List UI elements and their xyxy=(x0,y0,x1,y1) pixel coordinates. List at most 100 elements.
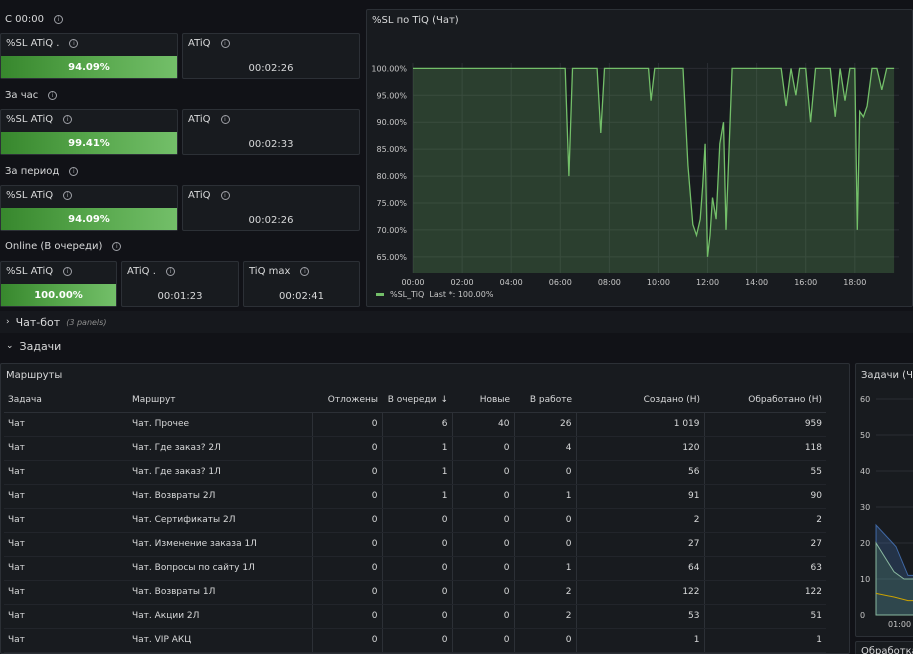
table-cell: 64 xyxy=(575,556,704,581)
column-header[interactable]: Создано (Н) xyxy=(576,388,704,413)
section-tasks[interactable]: ⌄ Задачи xyxy=(0,335,913,357)
table-row[interactable]: Чат Чат. Возвраты 2Л 0 1 0 1 91 90 xyxy=(4,484,826,509)
atiq-value: 00:02:33 xyxy=(248,139,294,150)
section-chatbot-title: Чат-бот xyxy=(15,315,61,329)
section-tasks-title: Задачи xyxy=(19,339,62,353)
x-tick-label: 08:00 xyxy=(598,278,621,287)
info-icon[interactable]: i xyxy=(63,191,73,200)
info-icon[interactable]: i xyxy=(48,91,58,100)
bottom-panel[interactable]: Обработка xyxy=(855,641,913,654)
info-icon[interactable]: i xyxy=(53,15,63,24)
table-cell: 0 xyxy=(451,604,514,629)
table-cell: 1 xyxy=(381,484,452,509)
sl-chart: 100.00% 95.00% 90.00% 85.00% 80.00% 75.00% 70.… xyxy=(371,63,899,287)
online-label-text: Online (В очереди) xyxy=(5,241,103,252)
online-sl-title: %SL ATiQ i xyxy=(6,266,73,277)
info-icon[interactable]: i xyxy=(220,191,230,200)
y-tick-label: 65.00% xyxy=(376,253,407,262)
table-cell: Чат. Где заказ? 2Л xyxy=(128,436,312,461)
table-row[interactable]: Чат Чат. Сертификаты 2Л 0 0 0 0 2 2 xyxy=(4,508,826,533)
section-chatbot[interactable]: › Чат-бот (3 panels) xyxy=(0,311,913,333)
column-header[interactable]: Маршрут xyxy=(128,388,312,413)
table-row[interactable]: Чат Чат. Где заказ? 2Л 0 1 0 4 120 118 xyxy=(4,436,826,461)
x-tick-label: 14:00 xyxy=(745,278,768,287)
online-sl-panel[interactable]: %SL ATiQ i 100.00% xyxy=(0,261,117,307)
table-cell: 1 xyxy=(513,556,576,581)
y-tick-label: 70.00% xyxy=(376,226,407,235)
table-row[interactable]: Чат Чат. Изменение заказа 1Л 0 0 0 0 27 27 xyxy=(4,532,826,557)
online-atiq-value: 00:01:23 xyxy=(157,291,203,302)
info-icon[interactable]: i xyxy=(112,242,122,251)
x-tick-label: 06:00 xyxy=(549,278,572,287)
tasks-chart-panel[interactable]: Задачи (Ча 60 50 40 30 20 10 0 01:00 xyxy=(855,363,913,637)
info-icon[interactable]: i xyxy=(63,115,73,124)
routes-table: Задача Маршрут Отложены В очереди ↓ Новые В ра… xyxy=(4,388,826,653)
sl-atiq-title: %SL ATiQ . i xyxy=(6,38,79,49)
group-label-text: С 00:00 xyxy=(5,14,44,25)
table-cell: Чат. Возвраты 2Л xyxy=(128,484,312,509)
atiq-value: 00:02:26 xyxy=(248,215,294,226)
info-icon[interactable]: i xyxy=(69,167,79,176)
routes-title: Маршруты xyxy=(6,370,63,381)
table-row[interactable]: Чат Чат. Вопросы по сайту 1Л 0 0 0 1 64 63 xyxy=(4,556,826,581)
table-cell: Чат. Прочее xyxy=(128,412,312,437)
table-row[interactable]: Чат Чат. Возвраты 1Л 0 0 0 2 122 122 xyxy=(4,580,826,605)
info-icon[interactable]: i xyxy=(300,267,310,276)
legend-last-value: Last *: 100.00% xyxy=(429,290,494,299)
online-label: Online (В очереди) i xyxy=(5,241,122,252)
online-tiq-panel[interactable]: TiQ max i 00:02:41 xyxy=(243,261,360,307)
sl-chart-panel[interactable]: %SL по TiQ (Чат) 100.00% 95.00% 90.00% 85.0… xyxy=(366,9,913,307)
column-header-text: В работе xyxy=(529,394,572,405)
table-cell: 4 xyxy=(513,436,576,461)
chevron-down-icon: ⌄ xyxy=(6,341,14,351)
series-line xyxy=(875,592,913,602)
column-header[interactable]: В работе xyxy=(514,388,576,413)
atiq-panel[interactable]: ATiQ i 00:02:26 xyxy=(182,33,360,79)
column-header[interactable]: Обработано (Н) xyxy=(704,388,826,413)
table-cell: 0 xyxy=(381,604,452,629)
column-header-text: Отложены xyxy=(327,394,378,405)
sl-atiq-panel[interactable]: %SL ATiQ . i 94.09% xyxy=(0,33,178,79)
table-cell: Чат. Изменение заказа 1Л xyxy=(128,532,312,557)
info-icon[interactable]: i xyxy=(220,39,230,48)
info-icon[interactable]: i xyxy=(63,267,73,276)
table-cell: 1 xyxy=(575,628,704,653)
table-cell: 0 xyxy=(451,436,514,461)
sl-atiq-panel[interactable]: %SL ATiQ i 94.09% xyxy=(0,185,178,231)
column-header[interactable]: Новые xyxy=(452,388,514,413)
table-cell: Чат xyxy=(4,628,128,653)
table-row[interactable]: Чат Чат. Акции 2Л 0 0 0 2 53 51 xyxy=(4,604,826,629)
sl-atiq-panel[interactable]: %SL ATiQ i 99.41% xyxy=(0,109,178,155)
column-header[interactable]: В очереди ↓ xyxy=(382,388,452,413)
table-row[interactable]: Чат Чат. Прочее 0 6 40 26 1 019 959 xyxy=(4,412,826,437)
table-cell: Чат xyxy=(4,556,128,581)
column-header[interactable]: Отложены xyxy=(312,388,382,413)
x-tick-label: 02:00 xyxy=(451,278,474,287)
table-cell: 6 xyxy=(381,412,452,437)
online-sl-title-text: %SL ATiQ xyxy=(6,266,54,277)
atiq-panel[interactable]: ATiQ i 00:02:33 xyxy=(182,109,360,155)
table-cell: 118 xyxy=(703,436,826,461)
atiq-panel[interactable]: ATiQ i 00:02:26 xyxy=(182,185,360,231)
table-cell: 0 xyxy=(311,604,382,629)
info-icon[interactable]: i xyxy=(69,39,79,48)
table-cell: 1 xyxy=(381,436,452,461)
table-cell: 55 xyxy=(703,460,826,485)
table-cell: 90 xyxy=(703,484,826,509)
info-icon[interactable]: i xyxy=(165,267,175,276)
table-cell: 63 xyxy=(703,556,826,581)
column-header[interactable]: Задача xyxy=(4,388,128,413)
table-cell: 0 xyxy=(311,412,382,437)
table-cell: Чат xyxy=(4,580,128,605)
table-cell: Чат. Сертификаты 2Л xyxy=(128,508,312,533)
chart-legend[interactable]: %SL_TiQ Last *: 100.00% xyxy=(376,290,493,299)
online-atiq-panel[interactable]: ATiQ . i 00:01:23 xyxy=(121,261,239,307)
table-cell: 2 xyxy=(513,580,576,605)
series-area xyxy=(875,523,913,616)
table-cell: 0 xyxy=(451,556,514,581)
info-icon[interactable]: i xyxy=(220,115,230,124)
table-row[interactable]: Чат Чат. VIP АКЦ 0 0 0 0 1 1 xyxy=(4,628,826,653)
sl-atiq-title-text: %SL ATiQ xyxy=(6,114,54,125)
tasks-chart: 60 50 40 30 20 10 0 01:00 xyxy=(860,395,913,629)
table-row[interactable]: Чат Чат. Где заказ? 1Л 0 1 0 0 56 55 xyxy=(4,460,826,485)
